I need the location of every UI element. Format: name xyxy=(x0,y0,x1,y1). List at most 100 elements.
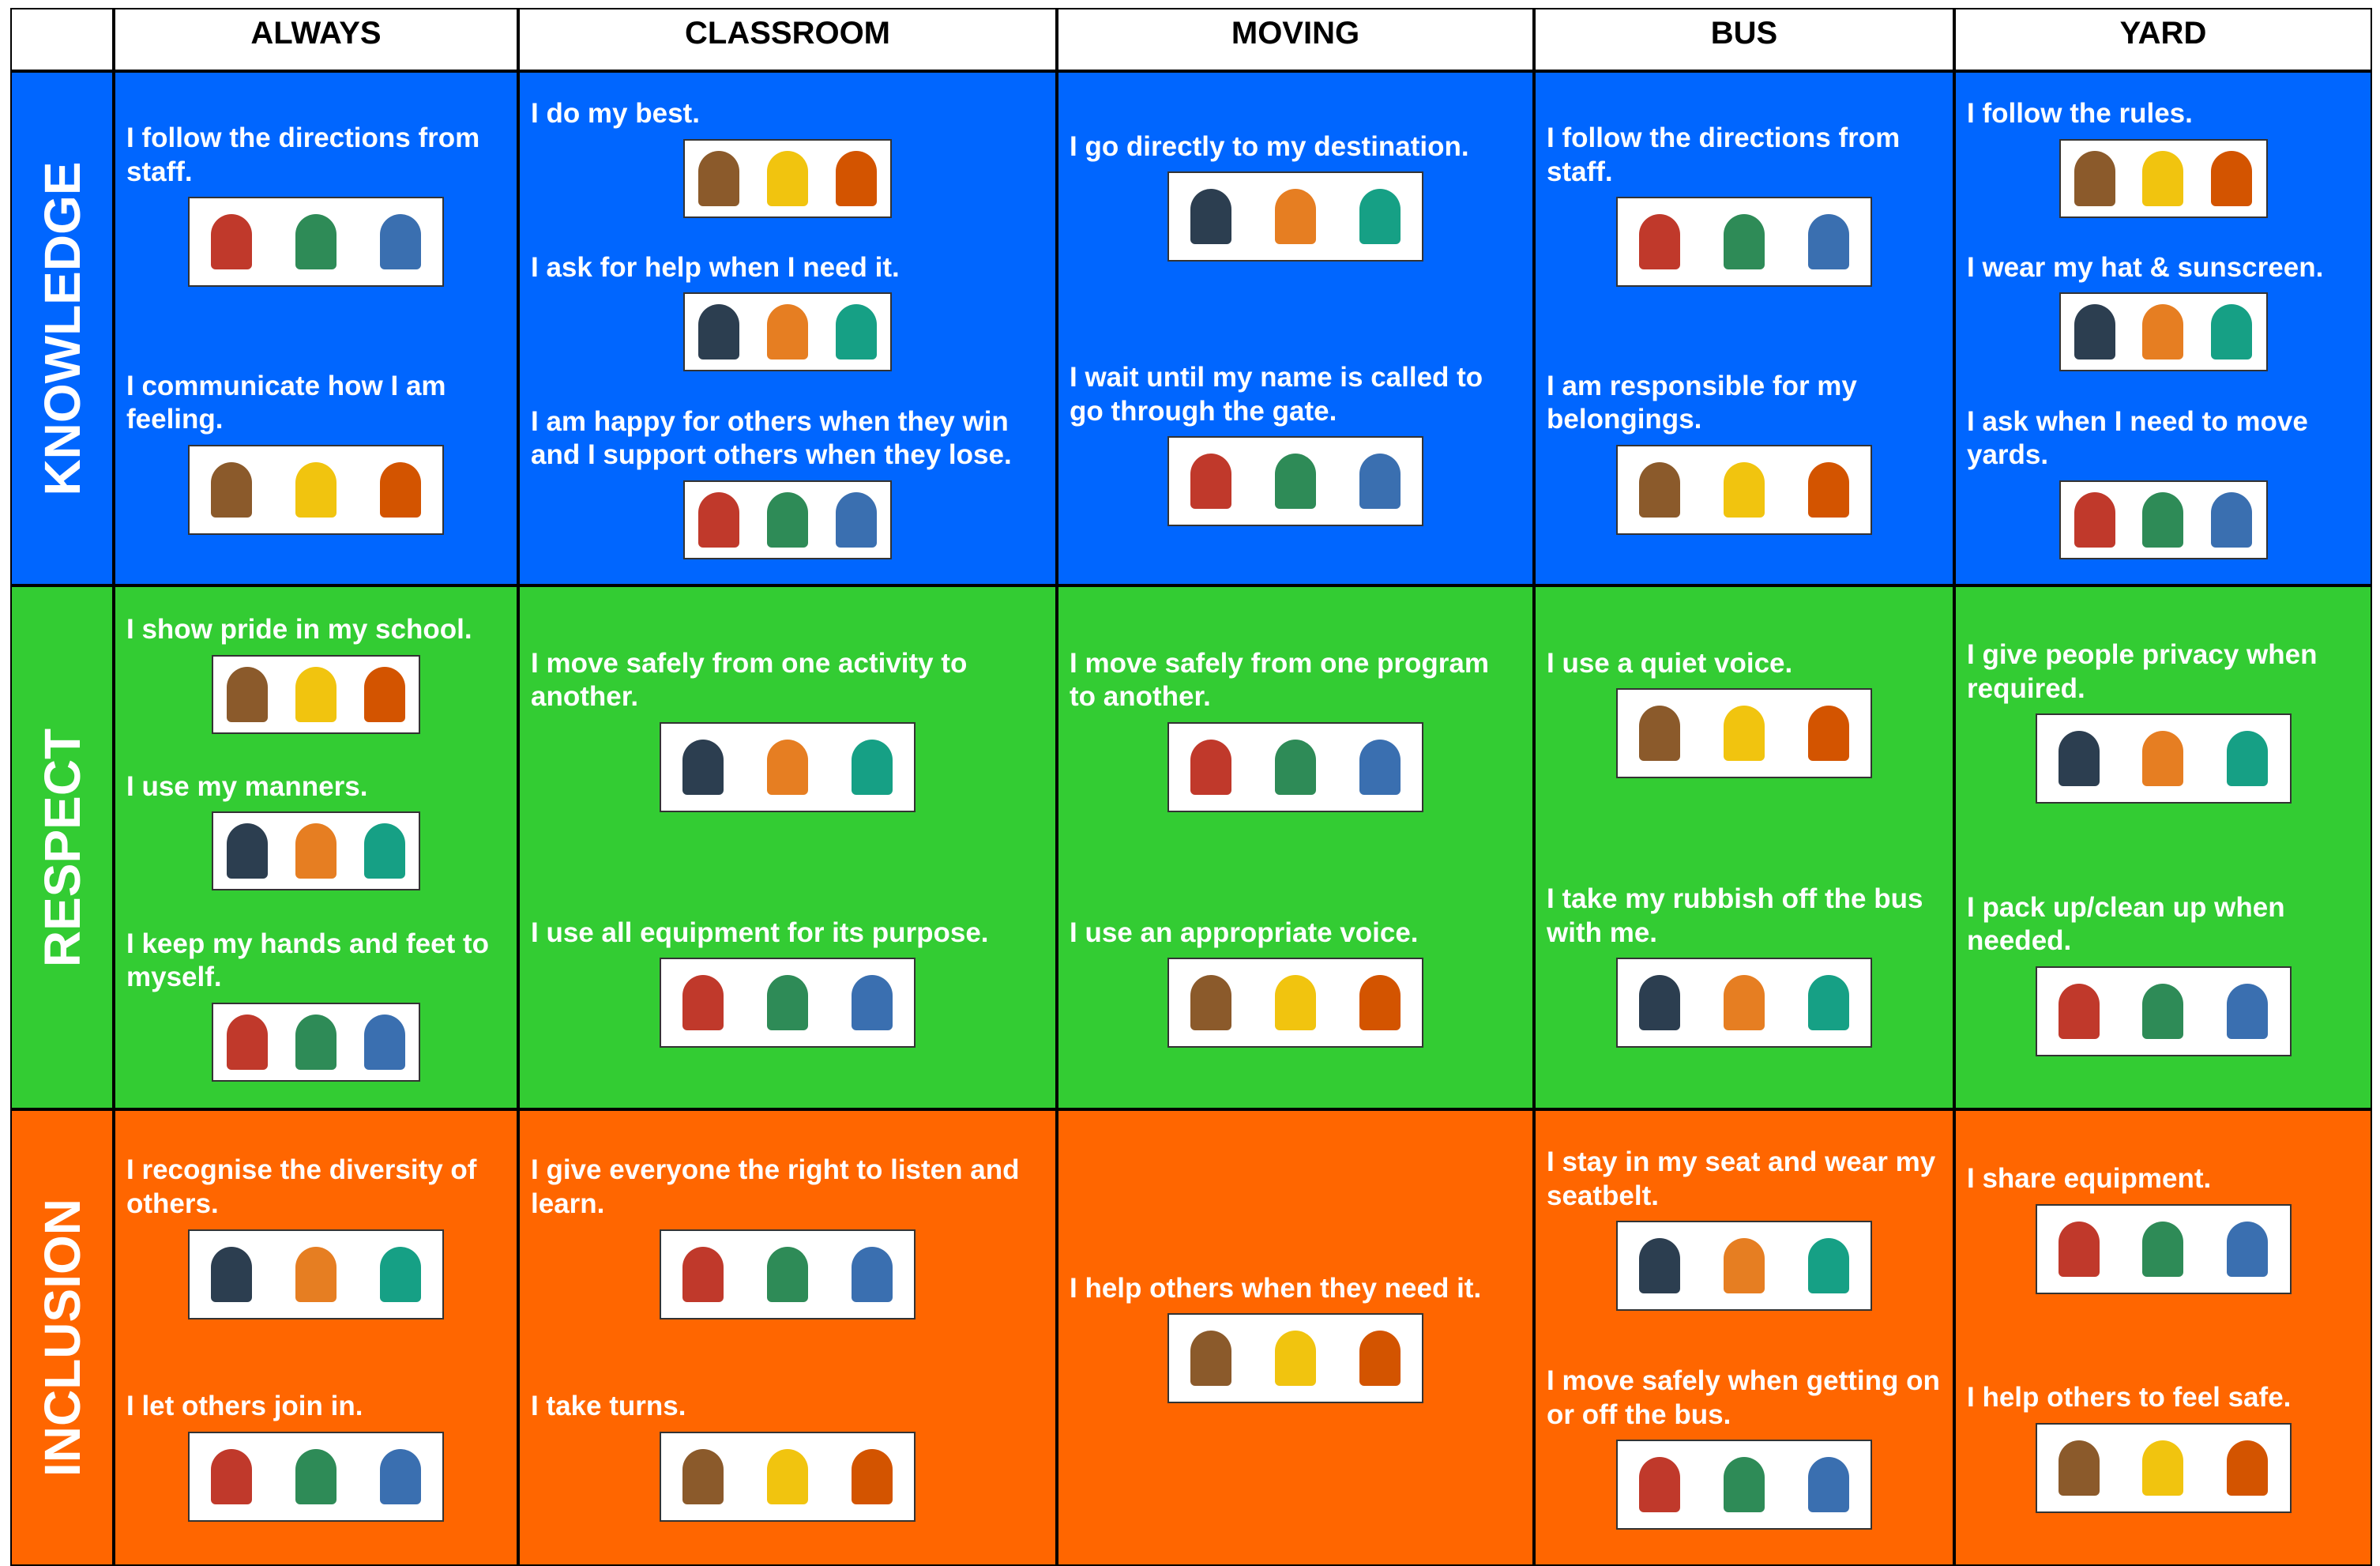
pictogram-figure xyxy=(1359,740,1401,796)
statement-text: I help others to feel safe. xyxy=(1967,1382,2292,1414)
statement-text: I am happy for others when they win and … xyxy=(531,405,1012,471)
statement: I am responsible for my belongings. xyxy=(1547,370,1942,535)
statement-text: I use my manners. xyxy=(126,770,368,802)
statement-text: I recognise the diversity of others. xyxy=(126,1154,477,1220)
statement-text: I follow the directions from staff. xyxy=(126,122,480,187)
statement: I recognise the diversity of others. xyxy=(126,1154,506,1319)
statement: I follow the rules. xyxy=(1967,97,2359,218)
statement: I give people privacy when required. xyxy=(1967,638,2359,804)
statement: I follow the directions from staff. xyxy=(1547,122,1942,288)
statement: I wait until my name is called to go thr… xyxy=(1070,361,1521,527)
column-header: ALWAYS xyxy=(114,8,518,71)
pictogram-figure xyxy=(227,823,269,879)
pictogram-figure xyxy=(379,1448,421,1504)
matrix-cell: I go directly to my destination. I wait u… xyxy=(1057,71,1534,585)
matrix-cell: I help others when they need it. xyxy=(1057,1109,1534,1566)
statement: I stay in my seat and wear my seatbelt. xyxy=(1547,1146,1942,1312)
pictogram-figure xyxy=(2142,1440,2184,1496)
pictogram-figure xyxy=(2142,491,2184,548)
pictogram-figure xyxy=(295,461,337,518)
pictogram-figure xyxy=(1723,214,1765,270)
pictogram-figure xyxy=(766,304,808,360)
matrix-cell: I follow the rules. I wear my hat & sunsc… xyxy=(1954,71,2372,585)
pictogram-figure xyxy=(1190,975,1232,1031)
pictogram xyxy=(660,1431,916,1522)
row-header-cell xyxy=(10,1109,114,1566)
pictogram-figure xyxy=(1723,1457,1765,1513)
matrix-cell: I share equipment. I help others to feel … xyxy=(1954,1109,2372,1566)
pictogram xyxy=(660,722,916,813)
row-header: INCLUSION xyxy=(33,1199,91,1477)
statement: I use an appropriate voice. xyxy=(1070,917,1521,1048)
pictogram-figure xyxy=(1723,706,1765,762)
pictogram xyxy=(2059,292,2268,372)
statement-text: I keep my hands and feet to myself. xyxy=(126,928,489,993)
pictogram-figure xyxy=(1274,975,1316,1031)
statement: I keep my hands and feet to myself. xyxy=(126,928,506,1082)
statement-text: I follow the directions from staff. xyxy=(1547,122,1901,187)
pictogram-figure xyxy=(295,823,337,879)
pictogram xyxy=(188,1431,444,1522)
statement-text: I wear my hat & sunscreen. xyxy=(1967,251,2324,283)
pictogram-figure xyxy=(851,1448,893,1504)
pictogram-figure xyxy=(2074,491,2115,548)
pictogram-figure xyxy=(698,150,740,206)
pictogram xyxy=(683,480,892,559)
statement: I ask when I need to move yards. xyxy=(1967,405,2359,559)
pictogram xyxy=(1167,436,1423,527)
pictogram-figure xyxy=(682,975,724,1031)
pictogram-figure xyxy=(2227,731,2269,787)
statement-text: I give everyone the right to listen and … xyxy=(531,1154,1020,1220)
pictogram-figure xyxy=(851,975,893,1031)
pictogram-figure xyxy=(2058,983,2100,1039)
matrix-cell: I move safely from one activity to anoth… xyxy=(518,585,1057,1109)
pictogram-figure xyxy=(1639,1457,1681,1513)
statement-text: I use a quiet voice. xyxy=(1547,647,1793,679)
pictogram-figure xyxy=(1274,454,1316,510)
statement-text: I show pride in my school. xyxy=(126,614,472,646)
statement: I follow the directions from staff. xyxy=(126,122,506,288)
statement-text: I go directly to my destination. xyxy=(1070,130,1469,162)
pictogram-figure xyxy=(211,1246,253,1302)
pictogram-figure xyxy=(698,491,740,548)
pictogram-figure xyxy=(682,1448,724,1504)
statement: I communicate how I am feeling. xyxy=(126,370,506,535)
statement-text: I move safely from one activity to anoth… xyxy=(531,647,968,713)
statement: I use my manners. xyxy=(126,770,506,891)
statement-text: I pack up/clean up when needed. xyxy=(1967,891,2285,957)
pictogram-figure xyxy=(363,1014,405,1070)
pictogram-figure xyxy=(766,491,808,548)
statement-text: I follow the rules. xyxy=(1967,98,2193,130)
pictogram-figure xyxy=(682,1246,724,1302)
statement: I help others to feel safe. xyxy=(1967,1381,2359,1513)
pictogram-figure xyxy=(295,1014,337,1070)
pictogram-figure xyxy=(1190,1331,1232,1387)
statement-text: I help others when they need it. xyxy=(1070,1272,1482,1304)
row-header: KNOWLEDGE xyxy=(33,160,91,496)
pictogram-figure xyxy=(2211,150,2253,206)
pictogram xyxy=(1167,171,1423,262)
pictogram-figure xyxy=(766,150,808,206)
pictogram-figure xyxy=(363,666,405,722)
pictogram-figure xyxy=(227,666,269,722)
statement-text: I communicate how I am feeling. xyxy=(126,370,446,435)
pictogram xyxy=(212,1002,420,1082)
column-header: YARD xyxy=(1954,8,2372,71)
pictogram-figure xyxy=(295,214,337,270)
statement-text: I take my rubbish off the bus with me. xyxy=(1547,883,1923,948)
pictogram-figure xyxy=(1639,461,1681,518)
row-header: RESPECT xyxy=(33,728,91,967)
pictogram xyxy=(660,1229,916,1319)
statement-text: I let others join in. xyxy=(126,1390,363,1421)
statement-text: I ask for help when I need it. xyxy=(531,251,900,283)
pictogram-figure xyxy=(2211,491,2253,548)
pictogram-figure xyxy=(1807,461,1849,518)
row-header-cell xyxy=(10,585,114,1109)
pictogram-figure xyxy=(1274,189,1316,245)
pictogram-figure xyxy=(295,1246,337,1302)
pictogram-figure xyxy=(1807,1238,1849,1294)
statement-text: I stay in my seat and wear my seatbelt. xyxy=(1547,1146,1936,1211)
pictogram-figure xyxy=(2058,1221,2100,1277)
pictogram-figure xyxy=(1190,740,1232,796)
